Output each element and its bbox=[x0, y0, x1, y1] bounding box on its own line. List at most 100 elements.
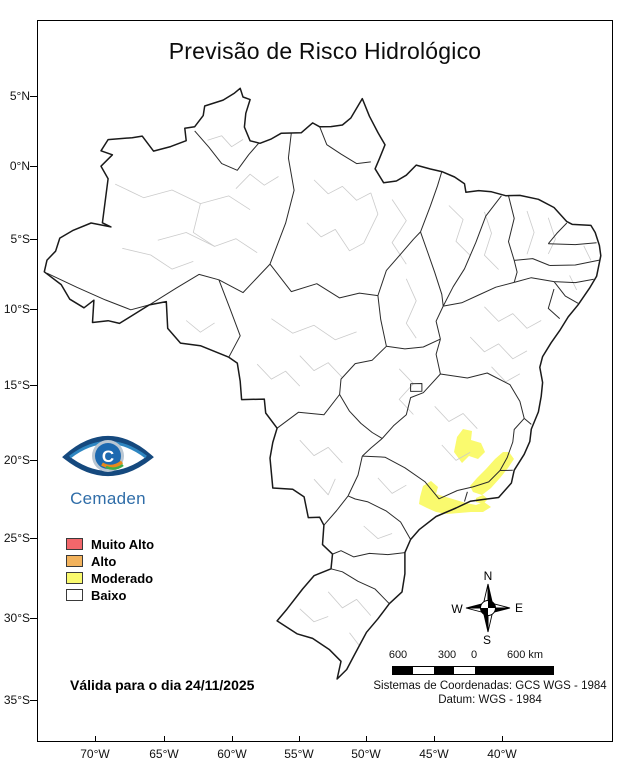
cemaden-eye-icon: C bbox=[62, 436, 154, 476]
state-boundary bbox=[464, 491, 468, 502]
scalebar-300: 300 bbox=[437, 649, 457, 661]
state-boundary bbox=[362, 455, 458, 500]
state-boundary bbox=[435, 338, 441, 375]
cemaden-logo: C Cemaden bbox=[58, 426, 158, 509]
lon-tick-label: 70°W bbox=[80, 747, 110, 761]
lat-tick-label: 5°S bbox=[10, 232, 30, 246]
state-boundary bbox=[377, 231, 421, 296]
lat-tick-mark bbox=[30, 309, 38, 310]
lat-tick-label: 20°S bbox=[3, 453, 30, 467]
state-boundary bbox=[361, 438, 383, 457]
state-boundary bbox=[269, 132, 295, 265]
municipal-boundary bbox=[526, 210, 535, 255]
state-boundary bbox=[386, 338, 441, 350]
state-boundary bbox=[457, 469, 513, 491]
page-title: Previsão de Risco Hidrológico bbox=[168, 38, 482, 64]
lat-tick-label: 15°S bbox=[3, 378, 30, 392]
municipal-boundary bbox=[363, 525, 393, 539]
lon-tick-mark bbox=[299, 736, 300, 742]
municipal-boundary bbox=[405, 278, 417, 339]
state-boundary bbox=[499, 418, 525, 471]
municipal-boundary bbox=[115, 183, 251, 211]
municipal-boundary bbox=[299, 608, 329, 623]
lat-tick-mark bbox=[30, 96, 38, 97]
lon-tick-mark bbox=[502, 736, 503, 742]
municipal-boundary bbox=[448, 205, 471, 256]
state-boundary bbox=[46, 272, 150, 311]
lat-tick-label: 35°S bbox=[3, 693, 30, 707]
state-boundary bbox=[194, 130, 259, 171]
lon-tick-mark bbox=[95, 736, 96, 742]
municipal-boundary bbox=[377, 477, 407, 494]
municipal-boundary bbox=[192, 203, 215, 247]
municipal-boundary bbox=[327, 591, 372, 616]
municipal-boundary bbox=[391, 199, 407, 265]
municipal-boundary bbox=[469, 336, 528, 360]
municipal-boundary bbox=[583, 245, 592, 261]
state-boundary bbox=[508, 195, 515, 261]
lon-tick-mark bbox=[366, 736, 367, 742]
municipal-boundary bbox=[484, 211, 499, 270]
svg-text:C: C bbox=[102, 447, 114, 466]
state-boundary bbox=[218, 279, 241, 358]
state-boundary bbox=[323, 495, 349, 526]
lon-tick-label: 45°W bbox=[419, 747, 449, 761]
compass-e: E bbox=[514, 601, 524, 615]
lat-tick-label: 30°S bbox=[3, 611, 30, 625]
lat-tick-label: 10°S bbox=[3, 302, 30, 316]
north-arrow-icon bbox=[465, 583, 511, 633]
state-boundary bbox=[149, 273, 220, 306]
state-boundary bbox=[332, 550, 405, 558]
municipal-boundary bbox=[434, 406, 478, 429]
state-boundary bbox=[435, 305, 444, 340]
lat-tick-label: 25°S bbox=[3, 531, 30, 545]
state-boundary bbox=[319, 126, 371, 165]
lon-tick-mark bbox=[164, 736, 165, 742]
lon-tick-label: 60°W bbox=[217, 747, 247, 761]
moderate-risk-zone bbox=[454, 429, 485, 463]
municipal-boundary bbox=[313, 179, 371, 201]
lon-tick-label: 40°W bbox=[487, 747, 517, 761]
lat-tick-mark bbox=[30, 385, 38, 386]
state-boundary bbox=[514, 258, 550, 266]
state-boundary bbox=[330, 568, 390, 605]
moderate-risk-zone bbox=[419, 481, 491, 514]
state-boundary bbox=[381, 373, 441, 439]
baixo-swatch bbox=[66, 589, 83, 601]
lon-tick-label: 50°W bbox=[351, 747, 381, 761]
lon-tick-label: 65°W bbox=[149, 747, 179, 761]
state-boundary bbox=[347, 455, 363, 497]
state-boundary bbox=[443, 281, 515, 307]
municipal-boundary bbox=[185, 320, 215, 333]
lat-tick-label: 0°N bbox=[9, 159, 30, 173]
brazil-landmass bbox=[44, 88, 601, 680]
lat-tick-mark bbox=[30, 618, 38, 619]
scale-seg bbox=[434, 667, 454, 674]
lon-tick-mark bbox=[232, 736, 233, 742]
lat-tick-mark bbox=[30, 700, 38, 701]
legend-item-muito-alto: Muito Alto bbox=[66, 536, 154, 552]
scale-seg bbox=[454, 667, 475, 674]
state-boundary bbox=[218, 263, 271, 294]
compass-rose: N E S W bbox=[446, 566, 530, 655]
scale-seg bbox=[393, 667, 413, 674]
municipal-boundary bbox=[122, 247, 194, 270]
municipal-boundary bbox=[398, 368, 414, 415]
scalebar-0: 0 bbox=[470, 649, 478, 661]
state-boundary bbox=[269, 263, 378, 299]
municipal-boundary bbox=[207, 135, 244, 148]
scale-seg bbox=[475, 667, 553, 674]
state-boundary bbox=[377, 295, 387, 347]
state-boundary bbox=[547, 288, 561, 319]
validity-date: Válida para o dia 24/11/2025 bbox=[70, 677, 255, 693]
moderado-swatch bbox=[66, 572, 83, 584]
state-boundary bbox=[548, 242, 597, 246]
state-boundary bbox=[420, 171, 443, 233]
municipal-boundary bbox=[299, 439, 343, 464]
lat-tick-label: 5°N bbox=[9, 89, 30, 103]
scalebar-600-left: 600 bbox=[388, 649, 408, 661]
municipal-boundary bbox=[313, 478, 336, 496]
state-boundary bbox=[513, 260, 518, 283]
